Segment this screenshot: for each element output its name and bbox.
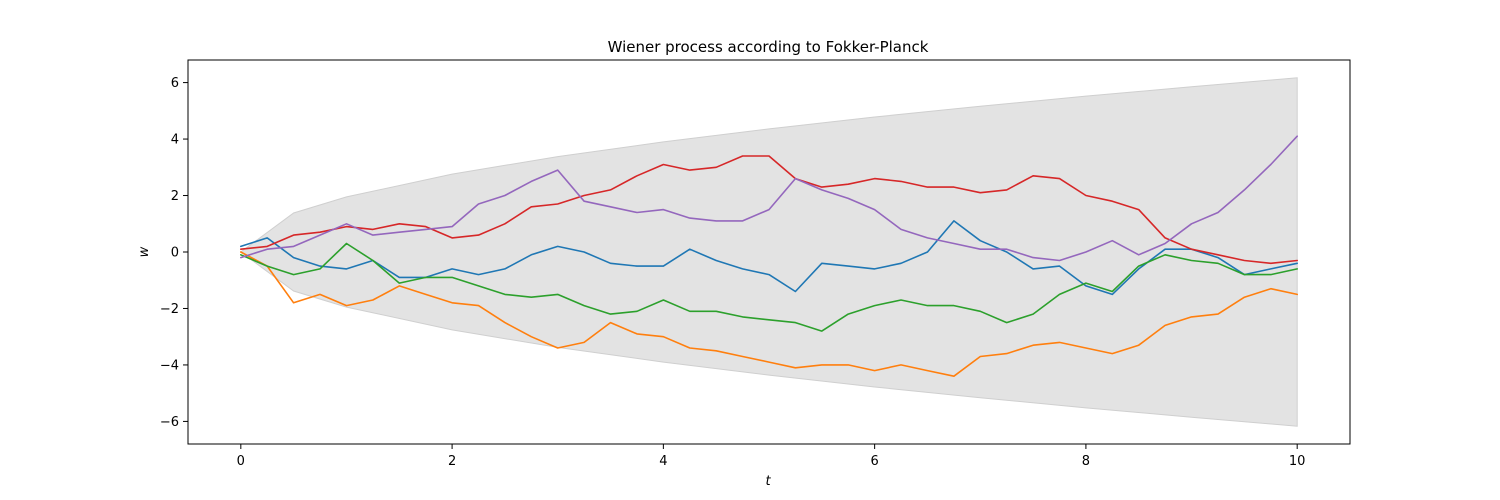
chart-title: Wiener process according to Fokker-Planc… — [608, 38, 929, 56]
x-tick-label: 4 — [659, 454, 667, 469]
y-tick-label: 4 — [171, 133, 179, 148]
series-group — [240, 135, 1298, 377]
confidence-band — [239, 77, 1298, 427]
x-axis-ticks: 0 2 4 6 8 10 — [237, 444, 1306, 469]
y-tick-label: 6 — [171, 76, 179, 91]
series-line-1 — [240, 220, 1298, 296]
y-tick-label: −6 — [160, 415, 179, 430]
plot-area — [239, 77, 1298, 427]
series-line-3 — [240, 242, 1298, 332]
y-tick-label: −2 — [160, 302, 179, 317]
x-tick-label: 0 — [237, 454, 245, 469]
x-tick-label: 6 — [870, 454, 878, 469]
x-tick-label: 8 — [1082, 454, 1090, 469]
series-line-5 — [240, 135, 1298, 262]
y-tick-label: −4 — [160, 358, 179, 373]
x-tick-label: 2 — [448, 454, 456, 469]
y-tick-label: 2 — [171, 189, 179, 204]
y-axis-ticks: −6 −4 −2 0 2 4 6 — [160, 76, 188, 430]
y-tick-label: 0 — [171, 246, 179, 261]
series-line-4 — [240, 155, 1298, 265]
x-tick-label: 10 — [1289, 454, 1306, 469]
x-axis-label: t — [765, 474, 771, 489]
series-line-2 — [240, 251, 1298, 377]
y-axis-label: w — [137, 246, 152, 257]
